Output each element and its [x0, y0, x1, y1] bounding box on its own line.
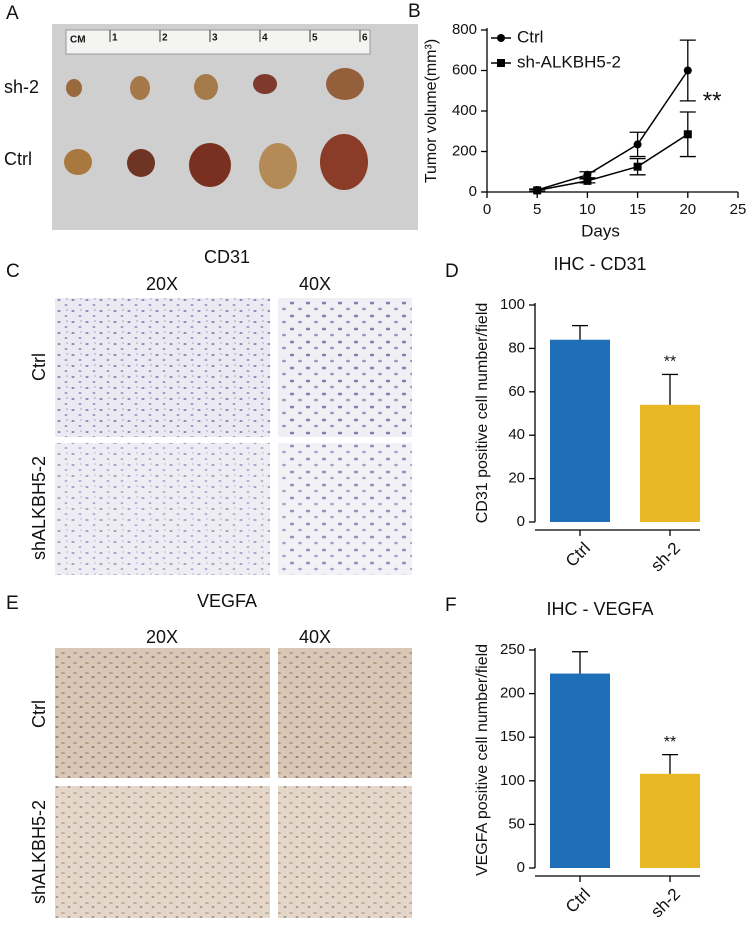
point	[683, 66, 692, 75]
bar	[640, 773, 700, 868]
ruler	[65, 29, 371, 55]
bar	[640, 404, 700, 522]
series-line	[537, 133, 689, 192]
micrograph	[278, 786, 412, 918]
ruler-label: CM	[70, 35, 86, 46]
y-tick-label: 250	[500, 641, 525, 658]
legend-label: Ctrl	[517, 27, 543, 46]
legend-marker	[497, 59, 505, 67]
row-label: Ctrl	[29, 700, 49, 728]
row-label: shALKBH5-2	[29, 456, 49, 560]
y-tick-label: 200	[452, 142, 477, 159]
y-tick-label: 50	[508, 815, 525, 832]
row-label: shALKBH5-2	[29, 800, 49, 904]
annotation: **	[664, 354, 676, 371]
chart-title: IHC - CD31	[553, 254, 646, 274]
legend-label: sh-ALKBH5-2	[517, 52, 621, 71]
point	[583, 170, 592, 179]
micrograph	[55, 298, 270, 437]
y-axis-label: Tumor volume(mm³)	[423, 39, 440, 183]
x-tick-label: Ctrl	[562, 885, 594, 917]
column-label: 40X	[299, 627, 331, 647]
y-axis-label: VEGFA positive cell number/field	[474, 644, 491, 876]
chart-title: IHC - VEGFA	[546, 599, 653, 619]
x-tick-label: 10	[579, 201, 596, 218]
series-line	[536, 70, 689, 191]
error-bar	[572, 651, 588, 674]
micrograph	[278, 298, 412, 437]
x-tick-label: 0	[483, 201, 491, 218]
ruler-label: 3	[212, 33, 218, 44]
panel-title: CD31	[204, 247, 250, 267]
y-tick-label: 150	[500, 728, 525, 745]
panel-letter: F	[445, 595, 457, 616]
tumors	[64, 68, 368, 190]
y-tick-label: 80	[508, 339, 525, 356]
y-tick-label: 0	[469, 183, 477, 200]
column-label: 20X	[146, 627, 178, 647]
row-label: sh-2	[4, 77, 39, 97]
y-tick-label: 60	[508, 383, 525, 400]
point	[533, 186, 542, 195]
point	[683, 130, 692, 139]
ruler-label: 5	[312, 33, 318, 44]
point	[633, 140, 642, 149]
x-tick-label: Ctrl	[562, 539, 594, 571]
panel-letter: A	[6, 3, 19, 24]
y-tick-label: 100	[500, 296, 525, 313]
x-tick-label: sh-2	[647, 539, 684, 576]
row-label: Ctrl	[4, 149, 32, 169]
panel-letter: B	[408, 1, 421, 22]
y-tick-label: 600	[452, 61, 477, 78]
panel-letter: D	[445, 261, 459, 282]
legend-marker	[497, 34, 505, 42]
micrograph	[55, 786, 270, 918]
y-tick-label: 0	[517, 859, 525, 876]
x-axis-label: Days	[581, 221, 620, 240]
column-label: 20X	[146, 274, 178, 294]
micrograph	[55, 648, 270, 778]
ruler-label: 6	[362, 33, 368, 44]
column-label: 40X	[299, 274, 331, 294]
annotation: **	[703, 87, 722, 114]
x-tick-label: 15	[629, 201, 646, 218]
panel-title: VEGFA	[197, 591, 257, 611]
ruler-label: 4	[262, 33, 268, 44]
y-tick-label: 20	[508, 470, 525, 487]
micrograph	[55, 443, 270, 575]
bar	[550, 339, 610, 522]
error-bar	[572, 324, 588, 340]
error-bar	[662, 373, 678, 405]
y-tick-label: 800	[452, 21, 477, 38]
y-tick-label: 200	[500, 685, 525, 702]
micrograph	[278, 443, 412, 575]
point	[583, 176, 592, 185]
y-axis-label: CD31 positive cell number/field	[474, 303, 491, 524]
ruler-label: 1	[112, 33, 118, 44]
y-tick-label: 400	[452, 102, 477, 119]
bar	[550, 673, 610, 868]
annotation: **	[664, 734, 676, 751]
x-tick-label: sh-2	[647, 885, 684, 922]
x-tick-label: 20	[679, 201, 696, 218]
ruler-ticks	[109, 30, 361, 42]
micrograph	[278, 648, 412, 778]
panel-letter: C	[6, 261, 20, 282]
error-bar	[662, 753, 678, 774]
y-tick-label: 100	[500, 772, 525, 789]
point	[633, 162, 642, 171]
row-label: Ctrl	[29, 353, 49, 381]
x-tick-label: 5	[533, 201, 541, 218]
x-tick-label: 25	[730, 201, 747, 218]
ruler-label: 2	[162, 33, 168, 44]
tumor-photo	[52, 24, 418, 230]
y-tick-label: 40	[508, 426, 525, 443]
y-tick-label: 0	[517, 513, 525, 530]
panel-letter: E	[6, 593, 19, 614]
